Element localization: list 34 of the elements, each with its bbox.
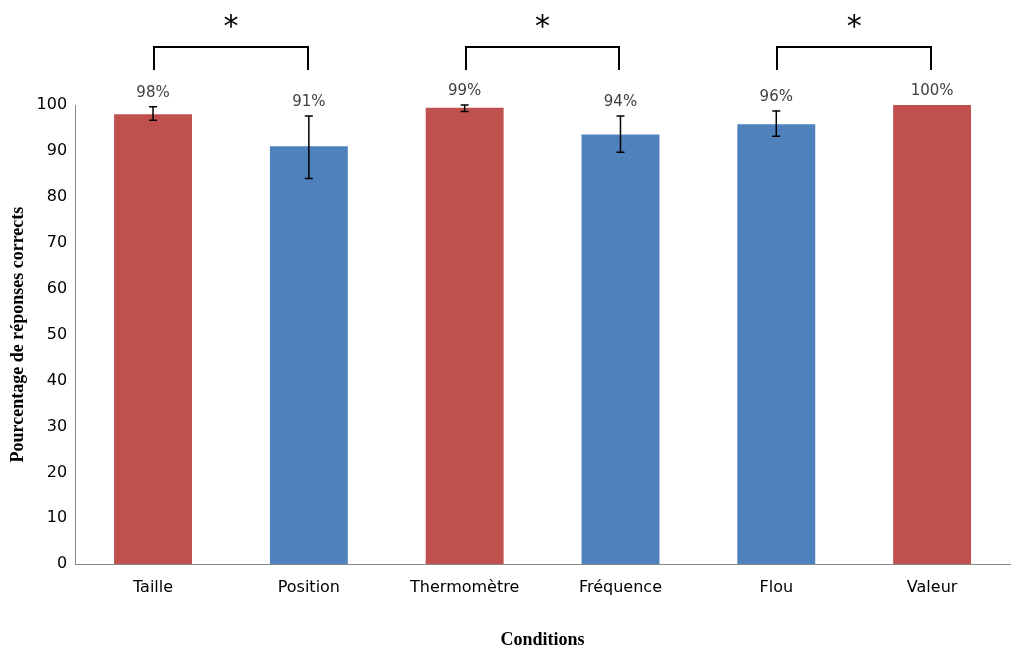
bar xyxy=(114,114,192,565)
y-tick-label: 0 xyxy=(56,553,68,573)
bar xyxy=(269,146,348,565)
y-tick-label: 70 xyxy=(46,231,68,251)
bar xyxy=(737,124,816,565)
x-tick-label: Thermomètre xyxy=(409,576,520,596)
data-label: 96% xyxy=(759,87,793,106)
y-tick-label: 80 xyxy=(46,186,68,205)
x-tick-label: Position xyxy=(277,576,340,596)
text: * xyxy=(535,7,551,43)
y-tick-label: 90 xyxy=(46,140,68,160)
data-label: 99% xyxy=(447,81,482,100)
y-tick-label: 20 xyxy=(46,461,68,481)
text: * xyxy=(846,7,862,43)
x-tick-label: Valeur xyxy=(906,576,958,596)
text: * xyxy=(223,7,239,43)
y-tick-label: 50 xyxy=(46,323,68,343)
data-label: 98% xyxy=(136,83,170,102)
data-label: 91% xyxy=(292,92,326,111)
x-tick-label: Taille xyxy=(131,576,174,596)
y-tick-label: 10 xyxy=(46,507,68,527)
y-tick-label: 30 xyxy=(46,415,68,435)
x-tick-label: Flou xyxy=(759,576,794,596)
bar xyxy=(581,134,660,565)
y-tick-label: 100 xyxy=(36,94,68,114)
bar xyxy=(893,105,972,565)
y-tick-label: 60 xyxy=(46,277,68,297)
bar xyxy=(425,107,504,565)
data-label: 94% xyxy=(603,92,638,111)
y-axis-title: Pourcentage de réponses corrects xyxy=(7,206,28,463)
y-tick-label: 40 xyxy=(46,369,68,389)
x-tick-label: Fréquence xyxy=(578,576,662,596)
x-axis-title: Conditions xyxy=(500,628,585,649)
data-label: 100% xyxy=(910,81,954,100)
